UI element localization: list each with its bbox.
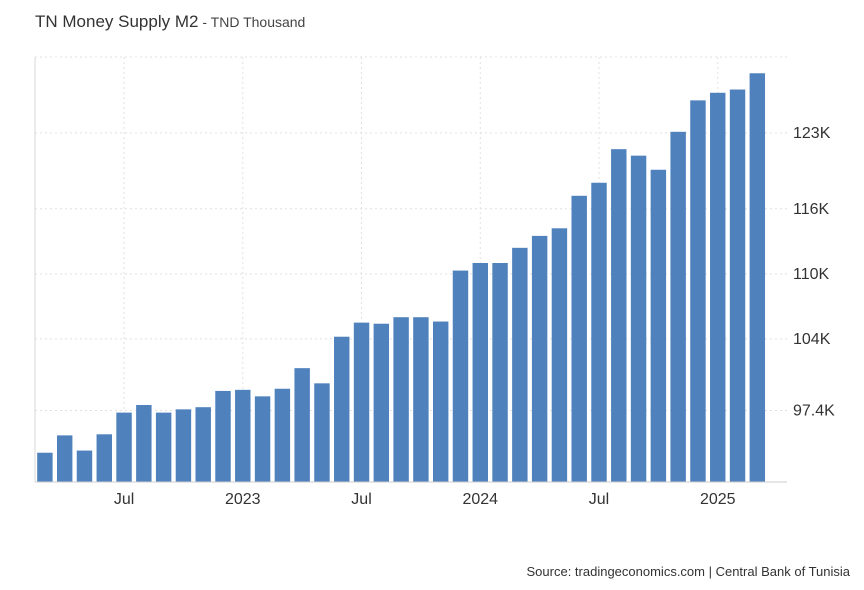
chart-subtitle-sep: - (198, 14, 211, 30)
bar (294, 368, 310, 482)
y-tick-label: 123K (793, 125, 831, 142)
bar (393, 317, 409, 482)
bar (56, 435, 73, 482)
bar (314, 383, 330, 482)
bar (492, 262, 508, 482)
bar (452, 270, 469, 482)
bar (334, 336, 350, 482)
y-tick-label: 104K (793, 331, 831, 348)
bar (531, 235, 548, 482)
y-tick-label: 97.4K (793, 402, 835, 419)
bar (175, 409, 192, 482)
chart-axes: 97.4K 104K 110K 116K 123K Jul 2023 Jul 2024 Jul 20… (35, 125, 835, 508)
bar (729, 89, 746, 482)
x-tick-label: 2023 (225, 491, 261, 508)
bar (215, 390, 231, 482)
bar (690, 100, 706, 483)
chart-bars (37, 73, 766, 483)
x-tick-label: Jul (351, 491, 371, 508)
bar (630, 155, 647, 482)
bar (571, 195, 587, 482)
x-tick-label: 2024 (462, 491, 498, 508)
y-tick-label: 110K (793, 266, 830, 283)
bar (650, 169, 667, 482)
bar (472, 262, 488, 482)
y-tick-label: 116K (793, 201, 830, 218)
bar (551, 228, 568, 482)
bar (195, 407, 211, 482)
bar (116, 412, 132, 482)
bar (76, 450, 93, 482)
x-tick-label: Jul (114, 491, 134, 508)
chart-title-text: TN Money Supply M2 (35, 12, 199, 31)
bar (254, 396, 271, 482)
bar (136, 405, 152, 482)
x-tick-label: 2025 (700, 491, 736, 508)
bar (432, 321, 449, 482)
chart-subtitle: TND Thousand (210, 14, 306, 30)
bar (353, 322, 370, 483)
bar (155, 412, 172, 482)
bar (710, 92, 726, 482)
bar (37, 452, 53, 482)
bar (235, 389, 251, 482)
bar (373, 323, 390, 482)
bar (670, 131, 686, 482)
bar (413, 317, 429, 482)
bar (274, 388, 291, 482)
bar (96, 434, 112, 482)
bar (512, 247, 528, 482)
bar (611, 149, 627, 482)
x-tick-label: Jul (589, 491, 609, 508)
bar (749, 73, 766, 482)
chart-title: TN Money Supply M2 - TND Thousand (35, 12, 305, 32)
bar (591, 182, 607, 482)
source-note: Source: tradingeconomics.com | Central B… (526, 564, 850, 579)
